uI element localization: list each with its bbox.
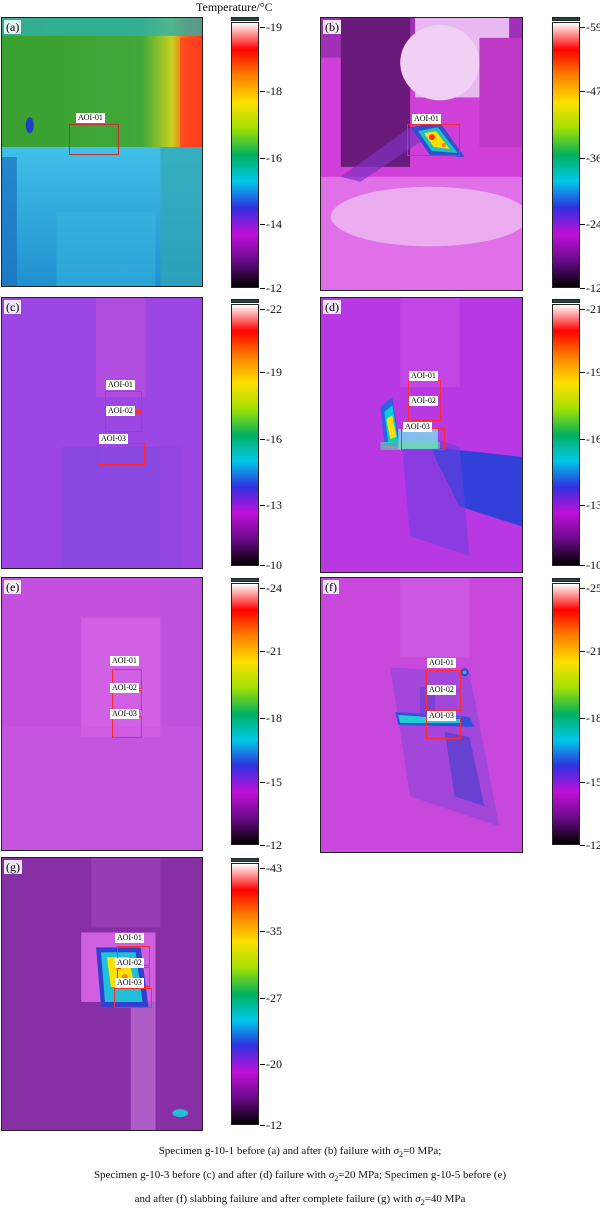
colorbar-cap-c [231,299,259,303]
aoi-box [97,443,145,465]
tick-label: -27 [260,991,282,1005]
aoi-label: AOI-01 [427,658,456,668]
tick-label: -19 [260,365,282,379]
thermal-image-g-picture [2,858,202,1130]
tick-label: -13 [580,498,600,512]
aoi-box [112,690,142,710]
colorbar-cap-e [231,578,259,582]
panel-label-d: (d) [323,300,341,314]
tick-label: -15 [580,775,600,789]
panel-label-f: (f) [323,580,339,594]
tick-label: -35 [260,924,282,938]
tick-label: -19 [580,365,600,379]
aoi-label: AOI-03 [99,434,128,444]
tick-label: -13 [260,498,282,512]
aoi-label: AOI-02 [427,685,456,695]
thermal-image-d: (d) AOI-01 AOI-02 AOI-03 [320,297,523,573]
tick-label: -47 [580,84,600,98]
panel-label-c: (c) [4,300,22,314]
colorbar-e [231,583,259,845]
tick-label: -36 [580,151,600,165]
tick-label: -15 [260,775,282,789]
aoi-label: AOI-03 [403,422,432,432]
tick-label: -25 [580,581,600,595]
tick-label: -18 [260,711,282,725]
tick-label: -12 [580,281,600,295]
tick-label: -24 [260,581,282,595]
aoi-label: AOI-01 [115,933,144,943]
panel-label-g: (g) [4,860,22,874]
colorbar-g [231,863,259,1125]
colorbar-a [231,22,259,288]
tick-label: -10 [260,558,282,572]
aoi-box [407,124,460,156]
thermal-image-f-picture [321,578,522,852]
colorbar-cap-b [552,17,580,21]
tick-label: -14 [260,217,282,231]
colorbar-c [231,304,259,566]
tick-label: -18 [260,84,282,98]
tick-label: -12 [260,838,282,852]
caption-line-3: and after (f) slabbing failure and after… [134,1193,466,1208]
thermal-image-d-picture [321,298,522,572]
aoi-box [112,716,142,738]
thermal-image-e-picture [2,578,202,850]
tick-label: -12 [580,838,600,852]
tick-label: -12 [260,281,282,295]
thermal-image-b-picture [321,18,522,290]
caption-line-2: Specimen g-10-3 before (c) and after (d)… [93,1169,507,1184]
thermal-image-e: (e) AOI-01 AOI-02 AOI-03 [1,577,203,851]
aoi-label: AOI-01 [76,113,105,123]
thermal-image-c: (c) AOI-01 AOI-02 AOI-03 [1,297,203,569]
aoi-label: AOI-03 [110,709,139,719]
aoi-label: AOI-01 [412,114,441,124]
aoi-label: AOI-02 [106,406,135,416]
thermal-image-f: (f) AOI-01 AOI-02 AOI-03 [320,577,523,853]
tick-label: -16 [260,151,282,165]
panel-label-a: (a) [4,20,22,34]
colorbar-cap-f [552,578,580,582]
colorbar-f [552,583,580,845]
tick-label: -12 [260,1118,282,1132]
thermal-image-b: (b) AOI-01 [320,17,523,291]
aoi-label: AOI-02 [115,958,144,968]
tick-label: -16 [580,432,600,446]
colorbar-cap-a [231,17,259,21]
caption-line-1: Specimen g-10-1 before (a) and after (b)… [158,1145,442,1160]
figure-caption: Specimen g-10-1 before (a) and after (b)… [0,1141,600,1214]
aoi-label: AOI-03 [115,978,144,988]
aoi-label: AOI-03 [427,711,456,721]
temperature-unit-label: Temperature/°C [196,0,273,14]
aoi-box [114,988,152,1008]
thermal-image-a: (a) AOI-01 [1,17,203,287]
tick-label: -24 [580,217,600,231]
thermal-image-c-picture [2,298,202,568]
colorbar-cap-g [231,858,259,862]
colorbar-cap-d [552,299,580,303]
tick-label: -21 [580,644,600,658]
thermal-image-g: (g) AOI-01 AOI-02 AOI-03 [1,857,203,1131]
panel-label-b: (b) [323,20,341,34]
tick-label: -19 [260,20,282,34]
tick-label: -20 [260,1057,282,1071]
thermal-image-a-picture [2,18,202,286]
panel-label-e: (e) [4,580,22,594]
tick-label: -16 [260,432,282,446]
aoi-label: AOI-01 [110,656,139,666]
aoi-label: AOI-02 [110,683,139,693]
tick-label: -21 [580,302,600,316]
aoi-label: AOI-01 [409,371,438,381]
aoi-box [69,124,119,155]
tick-label: -59 [580,20,600,34]
colorbar-d [552,304,580,566]
aoi-label: AOI-02 [409,396,438,406]
tick-label: -10 [580,558,600,572]
aoi-label: AOI-01 [106,380,135,390]
colorbar-b [552,22,580,288]
tick-label: -22 [260,302,282,316]
tick-label: -18 [580,711,600,725]
tick-label: -21 [260,644,282,658]
tick-label: -43 [260,861,282,875]
